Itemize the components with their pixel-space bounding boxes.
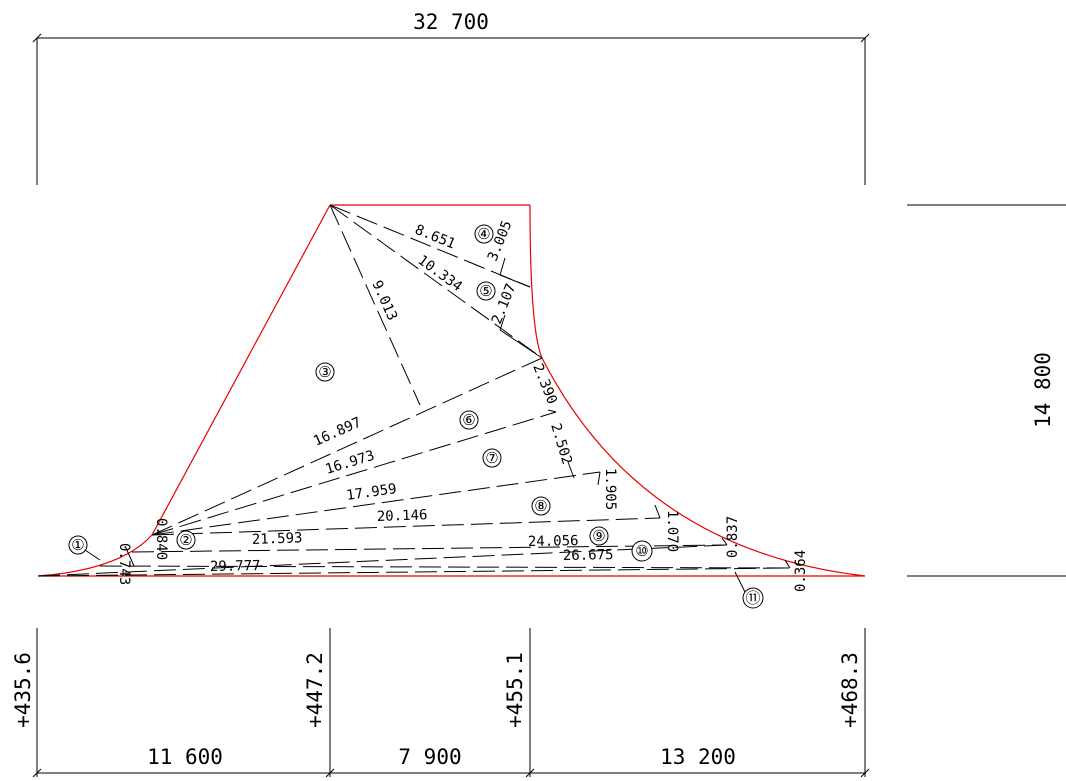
svg-text:⑦: ⑦ <box>485 449 498 467</box>
region-marker-9: ⑨ <box>589 526 609 546</box>
length-24056: 24.056 <box>528 533 579 550</box>
segment-2-label: 7 900 <box>398 745 461 769</box>
svg-text:①: ① <box>71 536 84 554</box>
height-0743: 0.743 <box>116 543 132 585</box>
length-20146: 20.146 <box>377 507 428 525</box>
height-ticks <box>84 257 791 593</box>
region-markers: ① ② ③ ④ ⑤ ⑥ ⑦ ⑧ ⑨ ⑩ ⑪ <box>68 224 764 609</box>
elevation-4: +468.3 <box>838 652 862 728</box>
region-marker-6: ⑥ <box>459 410 479 430</box>
height-1070: 1.070 <box>664 510 680 552</box>
length-16897: 16.897 <box>311 414 364 449</box>
segment-1-label: 11 600 <box>147 745 223 769</box>
region-marker-1: ① <box>68 535 88 555</box>
elevation-1: +435.6 <box>11 652 35 728</box>
overall-width-label: 32 700 <box>413 10 489 34</box>
length-26675: 26.675 <box>563 547 614 564</box>
bottom-dimension: 11 600 7 900 13 200 <box>32 628 870 778</box>
region-marker-7: ⑦ <box>482 448 502 468</box>
region-marker-5: ⑤ <box>476 281 496 301</box>
svg-text:⑨: ⑨ <box>592 527 605 545</box>
svg-text:②: ② <box>179 531 192 549</box>
svg-text:⑩: ⑩ <box>635 542 648 560</box>
division-lines <box>37 204 791 577</box>
length-17959: 17.959 <box>345 481 397 504</box>
region-marker-10: ⑩ <box>631 540 653 562</box>
height-dimension: 14 800 <box>907 204 1066 577</box>
region-marker-3: ③ <box>315 362 335 382</box>
svg-text:⑧: ⑧ <box>534 497 547 515</box>
height-label: 14 800 <box>1031 352 1055 428</box>
height-1905: 1.905 <box>602 468 618 510</box>
elevation-labels: +435.6 +447.2 +455.1 +468.3 <box>11 652 862 728</box>
height-2390: 2.390 <box>529 362 560 407</box>
svg-text:④: ④ <box>477 225 490 243</box>
length-21593: 21.593 <box>252 530 303 548</box>
region-marker-11: ⑪ <box>742 587 764 609</box>
length-29777: 29.777 <box>210 558 261 575</box>
section-outline <box>37 204 866 577</box>
svg-text:③: ③ <box>318 363 331 381</box>
height-2502: 2.502 <box>547 421 575 466</box>
svg-text:⑤: ⑤ <box>479 282 492 300</box>
svg-text:⑥: ⑥ <box>462 411 475 429</box>
region-marker-8: ⑧ <box>531 496 551 516</box>
region-marker-2: ② <box>176 530 196 550</box>
elevation-2: +447.2 <box>303 652 327 728</box>
region-marker-4: ④ <box>474 224 494 244</box>
length-16973: 16.973 <box>323 448 376 478</box>
height-labels: 3.005 2.107 2.390 2.502 1.905 1.070 0.83… <box>116 218 809 592</box>
height-0837: 0.837 <box>725 516 741 558</box>
length-10334: 10.334 <box>415 252 465 295</box>
height-0840: 0.840 <box>153 518 169 560</box>
overall-width-dimension: 32 700 <box>32 10 870 185</box>
height-0364: 0.364 <box>793 550 809 592</box>
elevation-3: +455.1 <box>503 652 527 728</box>
svg-text:⑪: ⑪ <box>745 589 760 607</box>
length-8651: 8.651 <box>413 222 458 253</box>
segment-3-label: 13 200 <box>660 745 736 769</box>
